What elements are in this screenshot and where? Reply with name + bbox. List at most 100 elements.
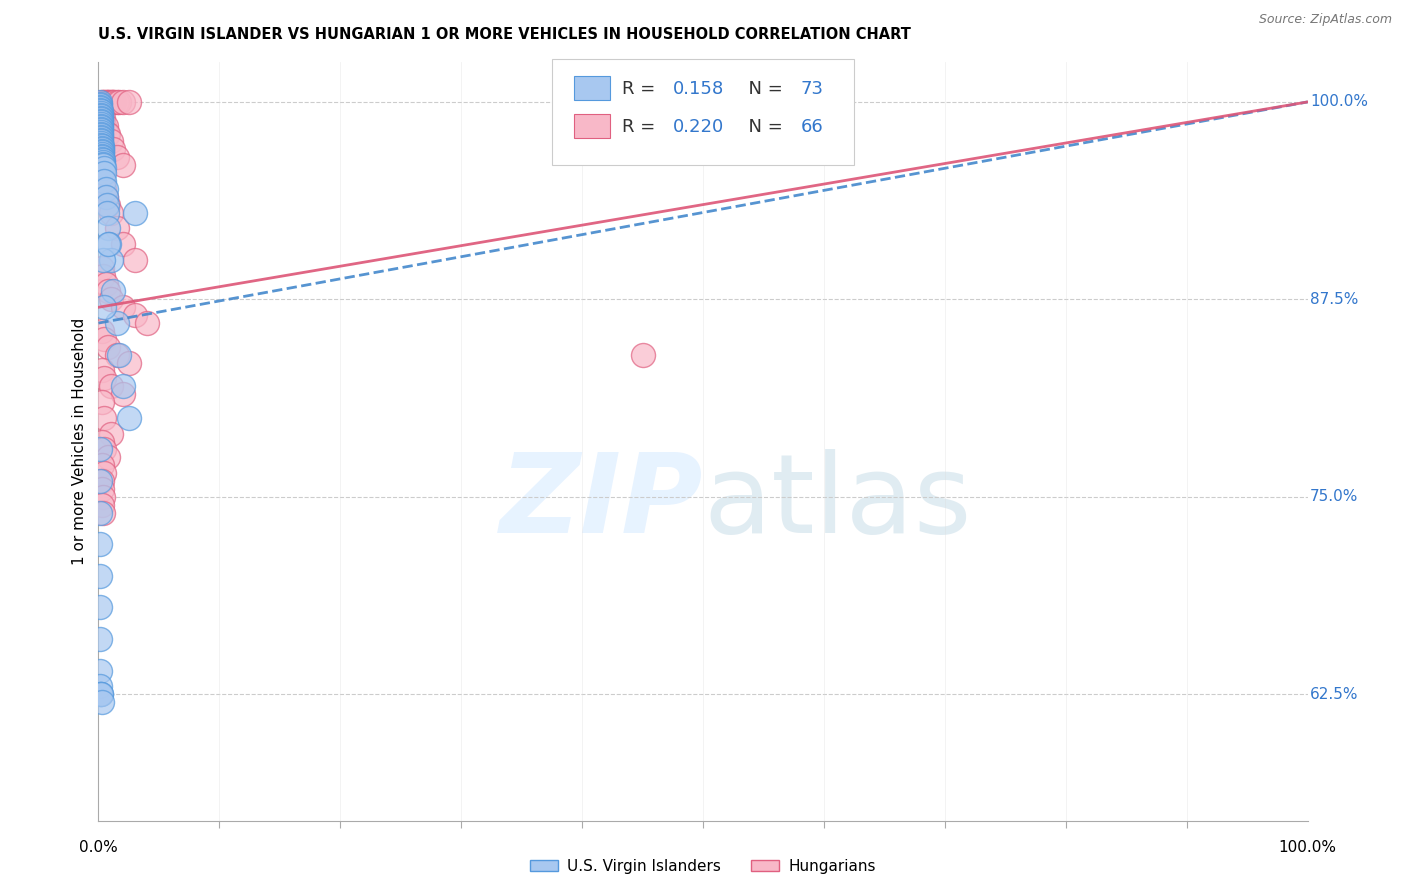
Point	[97, 95, 120, 109]
Point	[90, 137, 112, 152]
Point	[111, 95, 134, 109]
Point	[97, 127, 120, 141]
Point	[91, 152, 114, 166]
Point	[94, 190, 117, 204]
Point	[91, 695, 114, 709]
Point	[124, 308, 146, 322]
Point	[96, 205, 118, 219]
Point	[90, 114, 112, 128]
Point	[89, 506, 111, 520]
Point	[91, 324, 114, 338]
Point	[100, 426, 122, 441]
Point	[90, 117, 112, 131]
Point	[91, 482, 114, 496]
Point	[90, 127, 112, 141]
Point	[93, 442, 115, 457]
Point	[89, 95, 111, 109]
Point	[93, 300, 115, 314]
Point	[94, 190, 117, 204]
Point	[91, 458, 114, 473]
Point	[93, 174, 115, 188]
Point	[90, 111, 112, 125]
Y-axis label: 1 or more Vehicles in Household: 1 or more Vehicles in Household	[72, 318, 87, 566]
Point	[94, 95, 117, 109]
Point	[100, 95, 122, 109]
Point	[93, 332, 115, 346]
Point	[91, 148, 114, 162]
Text: U.S. VIRGIN ISLANDER VS HUNGARIAN 1 OR MORE VEHICLES IN HOUSEHOLD CORRELATION CH: U.S. VIRGIN ISLANDER VS HUNGARIAN 1 OR M…	[98, 27, 911, 42]
Text: 75.0%: 75.0%	[1310, 490, 1358, 504]
Point	[94, 182, 117, 196]
Point	[93, 95, 115, 109]
Point	[100, 293, 122, 307]
Point	[100, 135, 122, 149]
Point	[97, 221, 120, 235]
Point	[101, 142, 124, 156]
Text: Source: ZipAtlas.com: Source: ZipAtlas.com	[1258, 13, 1392, 27]
Point	[90, 125, 112, 139]
Text: atlas: atlas	[703, 449, 972, 556]
Point	[118, 355, 141, 369]
Point	[103, 95, 125, 109]
Point	[105, 150, 128, 164]
Point	[91, 158, 114, 172]
Point	[93, 410, 115, 425]
Point	[100, 379, 122, 393]
Point	[105, 221, 128, 235]
Point	[91, 395, 114, 409]
Point	[91, 153, 114, 168]
Point	[97, 340, 120, 354]
Point	[89, 103, 111, 117]
Point	[97, 285, 120, 299]
Point	[90, 112, 112, 127]
Point	[752, 95, 775, 109]
Point	[90, 121, 112, 136]
Text: 0.158: 0.158	[672, 80, 724, 98]
Point	[108, 348, 131, 362]
Point	[105, 316, 128, 330]
Point	[90, 115, 112, 129]
Point	[94, 119, 117, 133]
Text: ZIP: ZIP	[499, 449, 703, 556]
Text: N =: N =	[737, 118, 789, 136]
Point	[90, 106, 112, 120]
Point	[111, 300, 134, 314]
Text: 73: 73	[801, 80, 824, 98]
Point	[91, 474, 114, 488]
Point	[91, 434, 114, 449]
Point	[91, 363, 114, 377]
Point	[105, 348, 128, 362]
Point	[90, 120, 112, 135]
Point	[91, 490, 114, 504]
Point	[89, 98, 111, 112]
FancyBboxPatch shape	[574, 114, 610, 138]
Point	[90, 135, 112, 149]
Point	[111, 387, 134, 401]
Point	[89, 632, 111, 646]
Point	[97, 197, 120, 211]
Point	[90, 687, 112, 701]
Point	[89, 442, 111, 457]
Point	[89, 100, 111, 114]
Point	[89, 96, 111, 111]
Point	[100, 252, 122, 267]
Point	[96, 95, 118, 109]
Point	[89, 569, 111, 583]
Point	[90, 687, 112, 701]
Point	[91, 139, 114, 153]
Point	[93, 119, 115, 133]
Point	[90, 128, 112, 142]
Point	[91, 260, 114, 275]
Point	[90, 133, 112, 147]
Point	[93, 166, 115, 180]
Point	[101, 95, 124, 109]
Text: 66: 66	[801, 118, 824, 136]
Point	[111, 237, 134, 252]
Point	[118, 95, 141, 109]
Point	[89, 101, 111, 115]
Point	[98, 95, 121, 109]
Point	[91, 174, 114, 188]
Point	[91, 268, 114, 283]
Point	[94, 277, 117, 291]
Point	[96, 197, 118, 211]
